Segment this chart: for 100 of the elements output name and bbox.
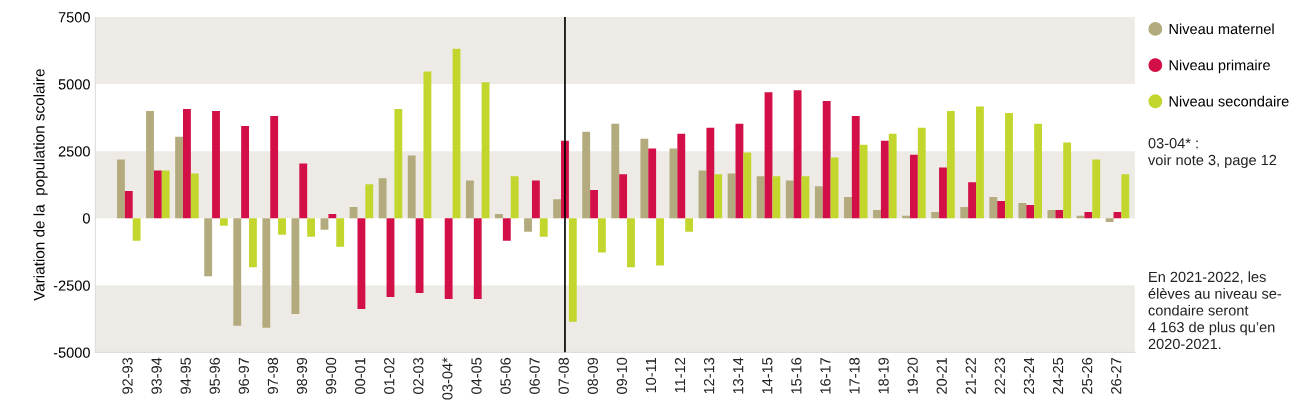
bar <box>510 176 519 219</box>
x-tick-label: 24-25 <box>1052 357 1064 394</box>
bar <box>423 71 432 219</box>
bar <box>531 180 540 219</box>
x-tick-label: 97-98 <box>267 357 279 394</box>
bar <box>553 199 562 219</box>
text: 03-04* : voir note 3, page 12 <box>1148 138 1277 169</box>
bar <box>175 136 184 219</box>
bar <box>1005 113 1013 219</box>
x-tick-label: 03-04* <box>442 357 453 400</box>
x-tick-label: 07-08 <box>558 357 569 394</box>
bar <box>859 144 868 219</box>
x-tick-label: 14-15 <box>762 357 773 394</box>
bar <box>132 218 141 241</box>
bar <box>619 174 628 219</box>
x-tick-label: 22-23 <box>994 357 1006 394</box>
bar <box>714 174 723 219</box>
bar <box>524 218 532 232</box>
x-tick-label: 15-16 <box>791 357 802 394</box>
bar <box>677 133 686 219</box>
bar <box>473 218 482 299</box>
x-tick-label: 96-97 <box>238 357 250 394</box>
bar <box>270 116 279 219</box>
bar <box>1121 174 1130 219</box>
bar <box>262 218 271 328</box>
bar <box>299 163 308 219</box>
bar <box>685 218 694 232</box>
bar <box>124 191 133 219</box>
bar <box>772 176 781 219</box>
bar <box>307 218 316 237</box>
y-tick-label: 0 <box>82 213 90 224</box>
bar <box>627 218 635 268</box>
bar <box>365 184 374 219</box>
y-tick-label: -2500 <box>53 280 90 291</box>
x-tick-label: 08-09 <box>587 357 598 394</box>
bar <box>698 170 707 219</box>
legend-label: Niveau secondaire <box>1169 95 1289 107</box>
bar <box>989 197 998 219</box>
y-tick-label: 5000 <box>58 79 90 90</box>
bar <box>648 148 657 219</box>
bar <box>190 173 199 219</box>
bar <box>495 213 503 219</box>
bar <box>656 218 664 266</box>
bar <box>946 110 955 219</box>
bar <box>582 131 591 219</box>
bar <box>502 218 511 241</box>
bar <box>328 213 337 219</box>
bar <box>233 218 242 326</box>
bar <box>212 110 220 219</box>
bar <box>357 218 366 309</box>
y-axis-title: Variation de la population scolaire <box>33 69 48 301</box>
bar <box>997 201 1006 219</box>
bar <box>873 209 881 219</box>
x-tick-label: 21-22 <box>965 357 976 394</box>
bar <box>785 180 794 219</box>
x-tick-label: 23-24 <box>1023 357 1035 394</box>
x-tick-label: 02-03 <box>413 357 424 394</box>
x-tick-label: 18-19 <box>878 357 889 394</box>
bar <box>888 133 897 219</box>
bar <box>843 197 852 219</box>
x-tick-label: 95-96 <box>209 357 220 394</box>
y-tick-label: 7500 <box>58 12 90 23</box>
x-tick-label: 09-10 <box>616 357 628 394</box>
bar <box>880 140 889 219</box>
x-tick-label: 13-14 <box>733 357 744 394</box>
bar <box>465 180 474 219</box>
x-tick-label: 94-95 <box>180 357 191 394</box>
bar <box>291 218 300 314</box>
legend-label: Niveau primaire <box>1169 59 1270 74</box>
bar <box>539 218 548 237</box>
bar <box>590 190 598 219</box>
x-tick-label: 01-02 <box>384 357 395 394</box>
x-tick-label: 00-01 <box>355 357 366 394</box>
bar <box>1084 212 1093 219</box>
x-tick-label: 06-07 <box>529 357 540 394</box>
bar <box>917 127 926 219</box>
x-tick-label: 05-06 <box>500 357 511 394</box>
bar <box>743 152 752 219</box>
bar <box>1034 123 1043 219</box>
x-tick-label: 17-18 <box>849 357 860 394</box>
bar <box>153 170 162 219</box>
bar <box>756 176 765 219</box>
bar <box>249 218 257 268</box>
x-tick-label: 92-93 <box>122 357 133 394</box>
x-tick-label: 16-17 <box>820 357 831 394</box>
bar <box>1092 159 1101 219</box>
bar <box>407 155 416 219</box>
x-tick-label: 99-00 <box>325 357 337 394</box>
bar <box>117 159 125 219</box>
bar <box>444 218 453 299</box>
x-tick-label: 93-94 <box>151 357 162 394</box>
bar <box>336 218 345 247</box>
bar <box>976 106 984 219</box>
bar <box>1063 142 1072 219</box>
bar <box>568 218 577 322</box>
bar <box>161 170 170 219</box>
bar <box>378 178 387 219</box>
bar <box>939 167 947 219</box>
bar <box>481 82 490 219</box>
bar <box>320 218 329 230</box>
